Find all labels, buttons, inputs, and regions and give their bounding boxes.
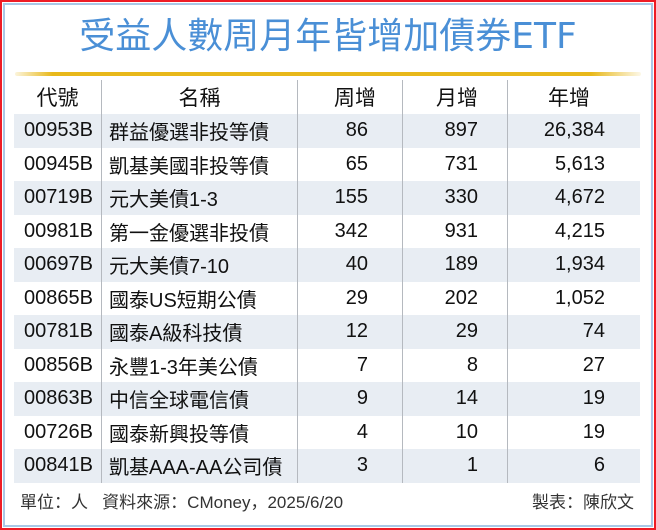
cell-week: 4 xyxy=(298,415,403,449)
cell-year: 74 xyxy=(582,320,605,343)
table-row: 00856B 永豐1-3年美公債 7 8 27 xyxy=(14,348,640,382)
cell-name: 永豐1-3年美公債 xyxy=(102,348,298,382)
table-row: 00945B 凱基美國非投等債 65 731 5,613 xyxy=(14,147,640,181)
cell-week: 3 xyxy=(298,449,403,483)
cell-month: 330 xyxy=(403,181,508,215)
footer-note: 單位：人 資料來源：CMoney，2025/6/20 xyxy=(20,488,343,513)
cell-name: 第一金優選非投債 xyxy=(102,214,298,248)
cell-month: 8 xyxy=(403,348,508,382)
cell-year: 5,613 xyxy=(554,152,605,175)
table-row: 00726B 國泰新興投等債 4 10 19 xyxy=(14,415,640,449)
cell-year: 19 xyxy=(582,420,605,443)
cell-code: 00863B xyxy=(14,382,102,416)
cell-week: 40 xyxy=(298,248,403,282)
cell-month: 731 xyxy=(403,147,508,181)
cell-name: 國泰A級科技債 xyxy=(102,315,298,349)
cell-code: 00953B xyxy=(14,114,102,148)
cell-year: 6 xyxy=(593,454,605,477)
cell-week: 7 xyxy=(298,348,403,382)
cell-name: 群益優選非投等債 xyxy=(102,114,298,148)
unit-label: 單位：人 xyxy=(20,493,88,512)
table-row: 00981B 第一金優選非投債 342 931 4,215 xyxy=(14,214,640,248)
cell-name: 中信全球電信債 xyxy=(102,382,298,416)
credit-label: 製表：陳欣文 xyxy=(532,493,634,512)
cell-month: 897 xyxy=(403,114,508,148)
cell-week: 65 xyxy=(298,147,403,181)
cell-code: 00856B xyxy=(14,348,102,382)
cell-week: 12 xyxy=(298,315,403,349)
table-row: 00865B 國泰US短期公債 29 202 1,052 xyxy=(14,281,640,315)
table-row: 00719B 元大美債1-3 155 330 4,672 xyxy=(14,181,640,215)
cell-name: 國泰新興投等債 xyxy=(102,415,298,449)
page-title: 受益人數周月年皆增加債券ETF xyxy=(79,16,577,57)
cell-month: 29 xyxy=(403,315,508,349)
cell-name: 元大美債1-3 xyxy=(102,181,298,215)
cell-month: 202 xyxy=(403,281,508,315)
cell-month: 10 xyxy=(403,415,508,449)
cell-month: 931 xyxy=(403,214,508,248)
cell-year: 1,052 xyxy=(554,286,605,309)
cell-name: 凱基美國非投等債 xyxy=(102,147,298,181)
cell-month: 14 xyxy=(403,382,508,416)
cell-name: 國泰US短期公債 xyxy=(102,281,298,315)
header-year: 年增 xyxy=(548,87,590,110)
cell-year: 27 xyxy=(582,353,605,376)
cell-name: 元大美債7-10 xyxy=(102,248,298,282)
cell-year: 1,934 xyxy=(554,253,605,276)
header-month: 月增 xyxy=(403,80,508,114)
table-row: 00863B 中信全球電信債 9 14 19 xyxy=(14,382,640,416)
cell-week: 86 xyxy=(298,114,403,148)
cell-name: 凱基AAA-AA公司債 xyxy=(102,449,298,483)
table-row: 00697B 元大美債7-10 40 189 1,934 xyxy=(14,248,640,282)
cell-code: 00841B xyxy=(14,449,102,483)
cell-week: 9 xyxy=(298,382,403,416)
table-row: 00841B 凱基AAA-AA公司債 3 1 6 xyxy=(14,449,640,483)
cell-week: 29 xyxy=(298,281,403,315)
cell-year: 4,672 xyxy=(554,186,605,209)
table-row: 00781B 國泰A級科技債 12 29 74 xyxy=(14,315,640,349)
cell-week: 342 xyxy=(298,214,403,248)
cell-code: 00781B xyxy=(14,315,102,349)
cell-year: 4,215 xyxy=(554,219,605,242)
title-divider xyxy=(15,72,641,76)
cell-code: 00945B xyxy=(14,147,102,181)
cell-code: 00719B xyxy=(14,181,102,215)
cell-month: 189 xyxy=(403,248,508,282)
table-header-row: 代號 名稱 周增 月增 年增 xyxy=(14,80,640,114)
header-week: 周增 xyxy=(298,80,403,114)
table-row: 00953B 群益優選非投等債 86 897 26,384 xyxy=(14,114,640,148)
cell-code: 00726B xyxy=(14,415,102,449)
cell-year: 26,384 xyxy=(543,119,605,142)
etf-table: 代號 名稱 周增 月增 年增 00953B 群益優選非投等債 86 897 26… xyxy=(14,80,640,483)
cell-code: 00697B xyxy=(14,248,102,282)
cell-year: 19 xyxy=(582,387,605,410)
cell-code: 00865B xyxy=(14,281,102,315)
source-label: 資料來源：CMoney，2025/6/20 xyxy=(102,493,344,512)
cell-month: 1 xyxy=(403,449,508,483)
cell-code: 00981B xyxy=(14,214,102,248)
cell-week: 155 xyxy=(298,181,403,215)
header-code: 代號 xyxy=(14,80,102,114)
header-name: 名稱 xyxy=(102,80,298,114)
